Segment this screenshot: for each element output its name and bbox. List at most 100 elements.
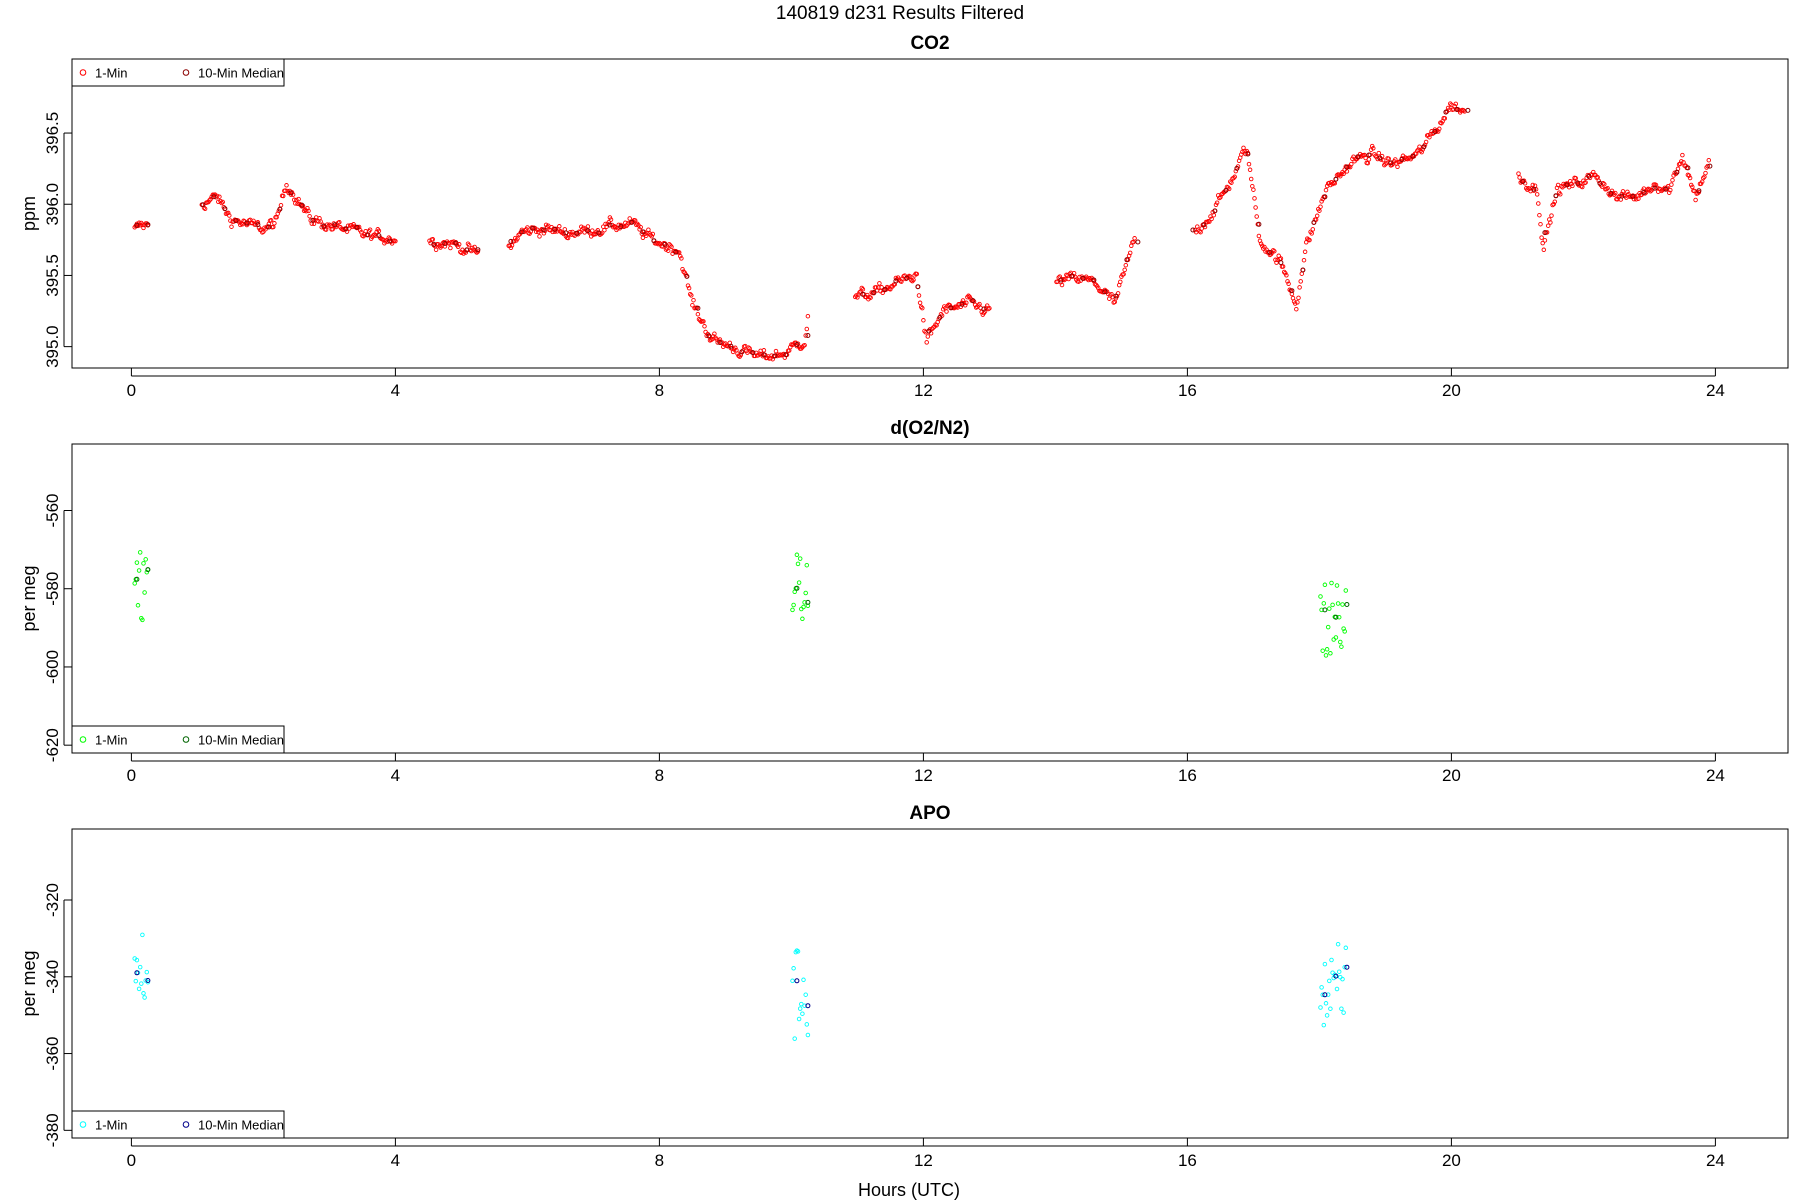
one-min-point <box>135 603 141 608</box>
one-min-point <box>790 607 795 613</box>
one-min-point <box>1521 178 1527 183</box>
one-min-point <box>1435 129 1441 134</box>
one-min-point <box>1297 285 1302 290</box>
one-min-point <box>804 326 810 332</box>
one-min-point <box>448 245 453 251</box>
one-min-point <box>1527 186 1532 191</box>
ten-min-median-point <box>1256 221 1262 227</box>
one-min-point <box>1319 199 1324 204</box>
one-min-point <box>220 199 225 205</box>
one-min-point <box>229 224 234 229</box>
one-min-point <box>730 349 736 355</box>
one-min-point <box>306 208 311 214</box>
one-min-point <box>1534 192 1540 197</box>
ten-min-median-point <box>134 222 140 228</box>
ten-min-median-point <box>365 232 371 238</box>
ten-min-median-point <box>1201 222 1207 228</box>
one-min-point <box>227 213 232 218</box>
ten-min-median-point <box>761 352 767 358</box>
ten-min-median-point <box>618 224 624 230</box>
one-min-point <box>801 604 806 610</box>
ten-min-median-point <box>959 301 965 307</box>
ten-min-median-point <box>376 233 382 239</box>
one-min-point <box>805 313 811 319</box>
ten-min-median-point <box>640 229 646 235</box>
plot-frame <box>71 443 1789 754</box>
one-min-point <box>1284 273 1289 278</box>
one-min-point <box>1335 941 1341 947</box>
one-min-point <box>790 978 795 984</box>
one-min-point <box>1302 249 1308 255</box>
one-min-point <box>1343 945 1349 951</box>
ten-min-median-point <box>211 194 217 200</box>
x-tick-label: 20 <box>1442 1151 1461 1170</box>
one-min-point <box>1373 153 1378 159</box>
one-min-point <box>649 234 654 239</box>
one-min-point <box>609 222 615 228</box>
one-min-point <box>1393 157 1398 162</box>
ten-min-median-point <box>893 278 899 284</box>
ten-min-median-point <box>1608 190 1614 196</box>
one-min-point <box>1334 986 1340 992</box>
ten-min-median-point <box>1630 193 1636 199</box>
legend-marker <box>182 736 190 743</box>
ten-min-median-point <box>1432 129 1438 134</box>
one-min-point <box>1209 216 1214 222</box>
one-min-point <box>1332 181 1338 186</box>
one-min-point <box>1061 277 1067 283</box>
one-min-point <box>803 590 808 596</box>
one-min-point <box>1550 202 1555 208</box>
one-min-point <box>1262 244 1267 250</box>
one-min-point <box>1122 267 1127 273</box>
y-tick-label: -580 <box>43 572 62 606</box>
one-min-point <box>1066 276 1071 282</box>
ten-min-median-point <box>1333 614 1339 620</box>
one-min-point <box>1369 143 1375 149</box>
x-tick-label: 16 <box>1178 766 1197 785</box>
one-min-point <box>701 319 706 324</box>
one-min-point <box>1341 171 1346 177</box>
ten-min-median-point <box>1355 154 1361 160</box>
one-min-point <box>791 966 796 971</box>
one-min-point <box>1517 175 1522 180</box>
ten-min-median-point <box>1344 164 1350 170</box>
one-min-point <box>1570 183 1575 189</box>
one-min-point <box>1539 235 1544 240</box>
one-min-point <box>1602 181 1607 187</box>
one-min-point <box>966 293 971 299</box>
one-min-point <box>1452 103 1457 109</box>
one-min-point <box>914 271 920 277</box>
one-min-point <box>1240 149 1245 155</box>
one-min-point <box>1545 223 1551 228</box>
ten-min-median-point <box>794 585 800 591</box>
ten-min-median-point <box>1564 182 1570 188</box>
one-min-point <box>1321 601 1327 606</box>
x-tick-label: 4 <box>391 1151 400 1170</box>
one-min-point <box>1330 181 1335 187</box>
one-min-point <box>657 240 662 246</box>
one-min-point <box>1687 175 1693 181</box>
one-min-point <box>430 237 436 242</box>
one-min-point <box>1323 187 1329 193</box>
one-min-point <box>217 194 222 199</box>
one-min-point <box>134 560 140 565</box>
one-min-point <box>931 325 936 330</box>
one-min-point <box>1246 161 1252 167</box>
legend: 1-Min 10-Min Median <box>71 725 285 754</box>
one-min-point <box>1686 173 1692 178</box>
one-min-point <box>1281 269 1287 275</box>
one-min-point <box>1333 635 1339 640</box>
one-min-point <box>1461 108 1466 113</box>
ten-min-median-point <box>299 202 305 208</box>
one-min-point <box>307 213 312 219</box>
one-min-point <box>466 242 472 248</box>
ten-min-median-point <box>1311 220 1317 225</box>
one-min-point <box>803 992 808 997</box>
one-min-point <box>1376 150 1382 156</box>
one-min-point <box>640 235 646 241</box>
chart-panel-3: APO per meg 0 4 8 12 16 20 24 -320 -340 -360 -380 1-M… <box>19 803 1789 1170</box>
one-min-point <box>263 226 268 232</box>
one-min-point <box>1317 208 1322 213</box>
one-min-point <box>1636 196 1641 201</box>
